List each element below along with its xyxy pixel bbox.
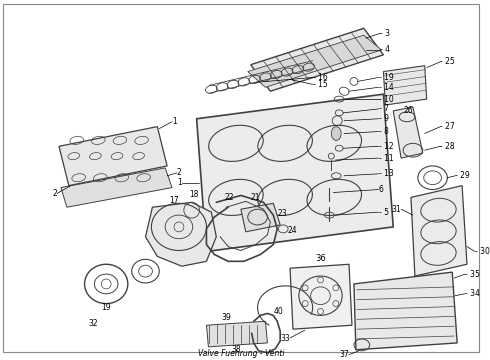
- Text: - 29: - 29: [455, 171, 470, 180]
- Polygon shape: [393, 107, 423, 158]
- Polygon shape: [384, 66, 427, 105]
- Text: 6: 6: [378, 185, 383, 194]
- Text: - 10: - 10: [378, 95, 393, 104]
- Text: - 34: - 34: [465, 289, 480, 298]
- Polygon shape: [196, 94, 393, 252]
- Text: - 16: - 16: [313, 73, 327, 82]
- Text: Valve Fuehrung - Venti: Valve Fuehrung - Venti: [197, 349, 284, 358]
- Text: 36: 36: [315, 254, 326, 263]
- Text: - 3: - 3: [380, 29, 391, 38]
- Text: 40: 40: [273, 307, 283, 316]
- Text: 22: 22: [224, 193, 234, 202]
- Polygon shape: [354, 272, 457, 350]
- Text: - 14: - 14: [378, 83, 393, 92]
- Text: - 5: - 5: [378, 208, 389, 217]
- Text: 23: 23: [277, 209, 287, 218]
- Text: - 25: - 25: [441, 57, 455, 66]
- Text: 31: 31: [392, 205, 401, 214]
- Ellipse shape: [331, 127, 341, 140]
- Polygon shape: [248, 35, 381, 87]
- Text: - 35: - 35: [465, 270, 480, 279]
- Polygon shape: [241, 203, 280, 232]
- Text: - 7: - 7: [378, 104, 389, 113]
- Text: 39: 39: [221, 313, 231, 322]
- Text: 1: 1: [177, 178, 182, 187]
- Polygon shape: [59, 127, 167, 186]
- Text: 32: 32: [89, 319, 98, 328]
- Polygon shape: [206, 321, 268, 347]
- Polygon shape: [411, 186, 467, 276]
- Polygon shape: [290, 264, 352, 329]
- Text: 38: 38: [231, 345, 241, 354]
- Text: 17: 17: [169, 196, 179, 205]
- Text: 2: 2: [177, 168, 182, 177]
- Text: 18: 18: [189, 190, 198, 199]
- Text: 26: 26: [403, 107, 413, 116]
- Polygon shape: [61, 168, 172, 207]
- Text: - 9: - 9: [378, 114, 389, 123]
- Text: 33: 33: [280, 333, 290, 342]
- Polygon shape: [146, 202, 216, 266]
- Text: 24: 24: [287, 226, 297, 235]
- Text: - 13: - 13: [378, 169, 393, 178]
- Text: 1: 1: [172, 117, 177, 126]
- Polygon shape: [251, 28, 384, 91]
- Text: - 12: - 12: [378, 142, 393, 151]
- Text: 37: 37: [339, 350, 349, 359]
- Text: 21: 21: [251, 193, 260, 202]
- Text: - 30: - 30: [475, 247, 490, 256]
- Text: 2: 2: [52, 189, 57, 198]
- Text: - 8: - 8: [378, 127, 389, 136]
- Text: 19: 19: [101, 303, 111, 312]
- Text: - 19: - 19: [378, 73, 393, 82]
- Text: - 11: - 11: [378, 154, 393, 163]
- Text: - 4: - 4: [380, 45, 391, 54]
- Text: - 28: - 28: [441, 142, 455, 151]
- Text: - 15: - 15: [313, 80, 327, 89]
- Text: - 27: - 27: [441, 122, 455, 131]
